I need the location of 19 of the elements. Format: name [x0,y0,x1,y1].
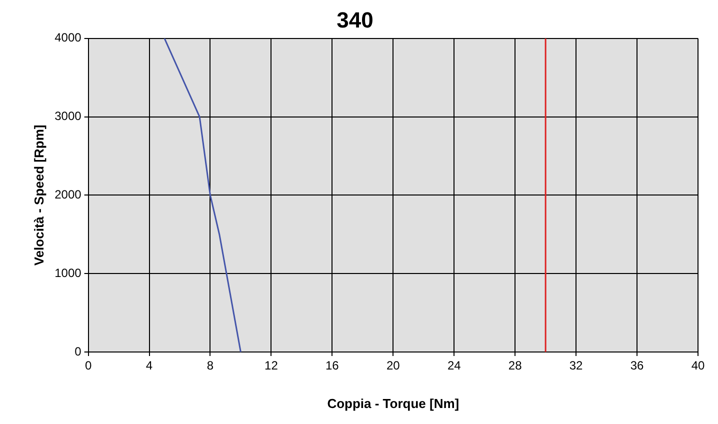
x-tick-label: 12 [264,358,278,373]
y-tick-label: 2000 [54,188,82,202]
x-tick-label: 0 [84,358,92,373]
x-tick-label: 24 [447,358,462,373]
x-tick-label: 36 [630,358,644,373]
x-tick-label: 4 [146,358,153,373]
x-axis-title: Coppia - Torque [Nm] [327,396,460,411]
chart-title: 340 [336,7,374,32]
x-tick-label: 20 [386,358,400,373]
x-tick-label: 16 [325,358,340,373]
x-tick-label: 8 [206,358,214,373]
y-axis-title: Velocità - Speed [Rpm] [31,124,46,266]
y-tick-label: 0 [74,344,82,358]
y-tick-label: 1000 [54,266,82,280]
x-tick-label: 40 [691,358,705,373]
x-tick-label: 32 [569,358,584,373]
y-tick-label: 4000 [54,30,82,45]
y-tick-label: 3000 [54,109,82,124]
x-tick-label: 28 [508,358,522,373]
